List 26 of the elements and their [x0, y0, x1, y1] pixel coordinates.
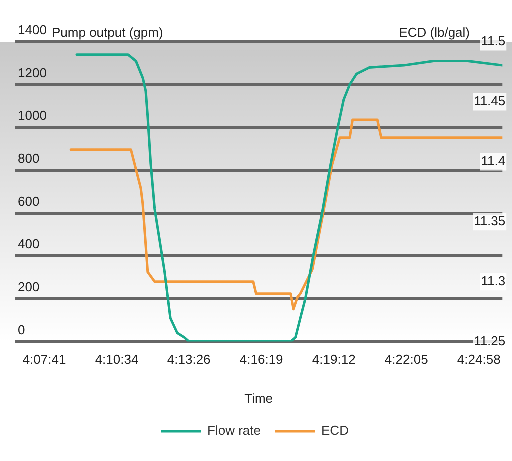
y2-tick-label: 11.3 — [481, 273, 506, 288]
x-tick-label: 4:22:05 — [384, 352, 428, 368]
y-tick-label: 600 — [18, 194, 40, 209]
y-axis-title: Pump output (gpm) — [52, 25, 164, 40]
x-tick-label: 4:07:41 — [22, 352, 66, 368]
x-tick-label: 4:16:19 — [240, 352, 284, 368]
x-tick-label: 4:19:12 — [312, 352, 356, 368]
legend-label: Flow rate — [208, 423, 262, 438]
y2-tick-label: 11.5 — [481, 34, 506, 49]
y2-axis-title: ECD (lb/gal) — [399, 25, 470, 40]
y2-tick-label: 11.35 — [474, 213, 506, 228]
y2-tick-label: 11.25 — [474, 333, 506, 348]
x-tick-label: 4:13:26 — [167, 352, 211, 368]
x-tick-label: 4:24:58 — [457, 352, 501, 368]
y-tick-label: 0 — [18, 322, 26, 338]
y2-tick-label: 11.45 — [474, 94, 506, 109]
y-tick-label: 1200 — [18, 65, 47, 80]
y-tick-label: 1400 — [18, 22, 47, 38]
y-tick-label: 1000 — [18, 108, 47, 124]
x-tick-label: 4:10:34 — [95, 352, 139, 368]
y-tick-label: 200 — [18, 280, 40, 295]
y2-tick-label: 11.4 — [481, 154, 506, 168]
y-tick-label: 800 — [18, 151, 40, 166]
y-tick-label: 400 — [18, 236, 40, 252]
x-axis-title: Time — [244, 390, 274, 406]
legend-label: ECD — [322, 423, 349, 438]
